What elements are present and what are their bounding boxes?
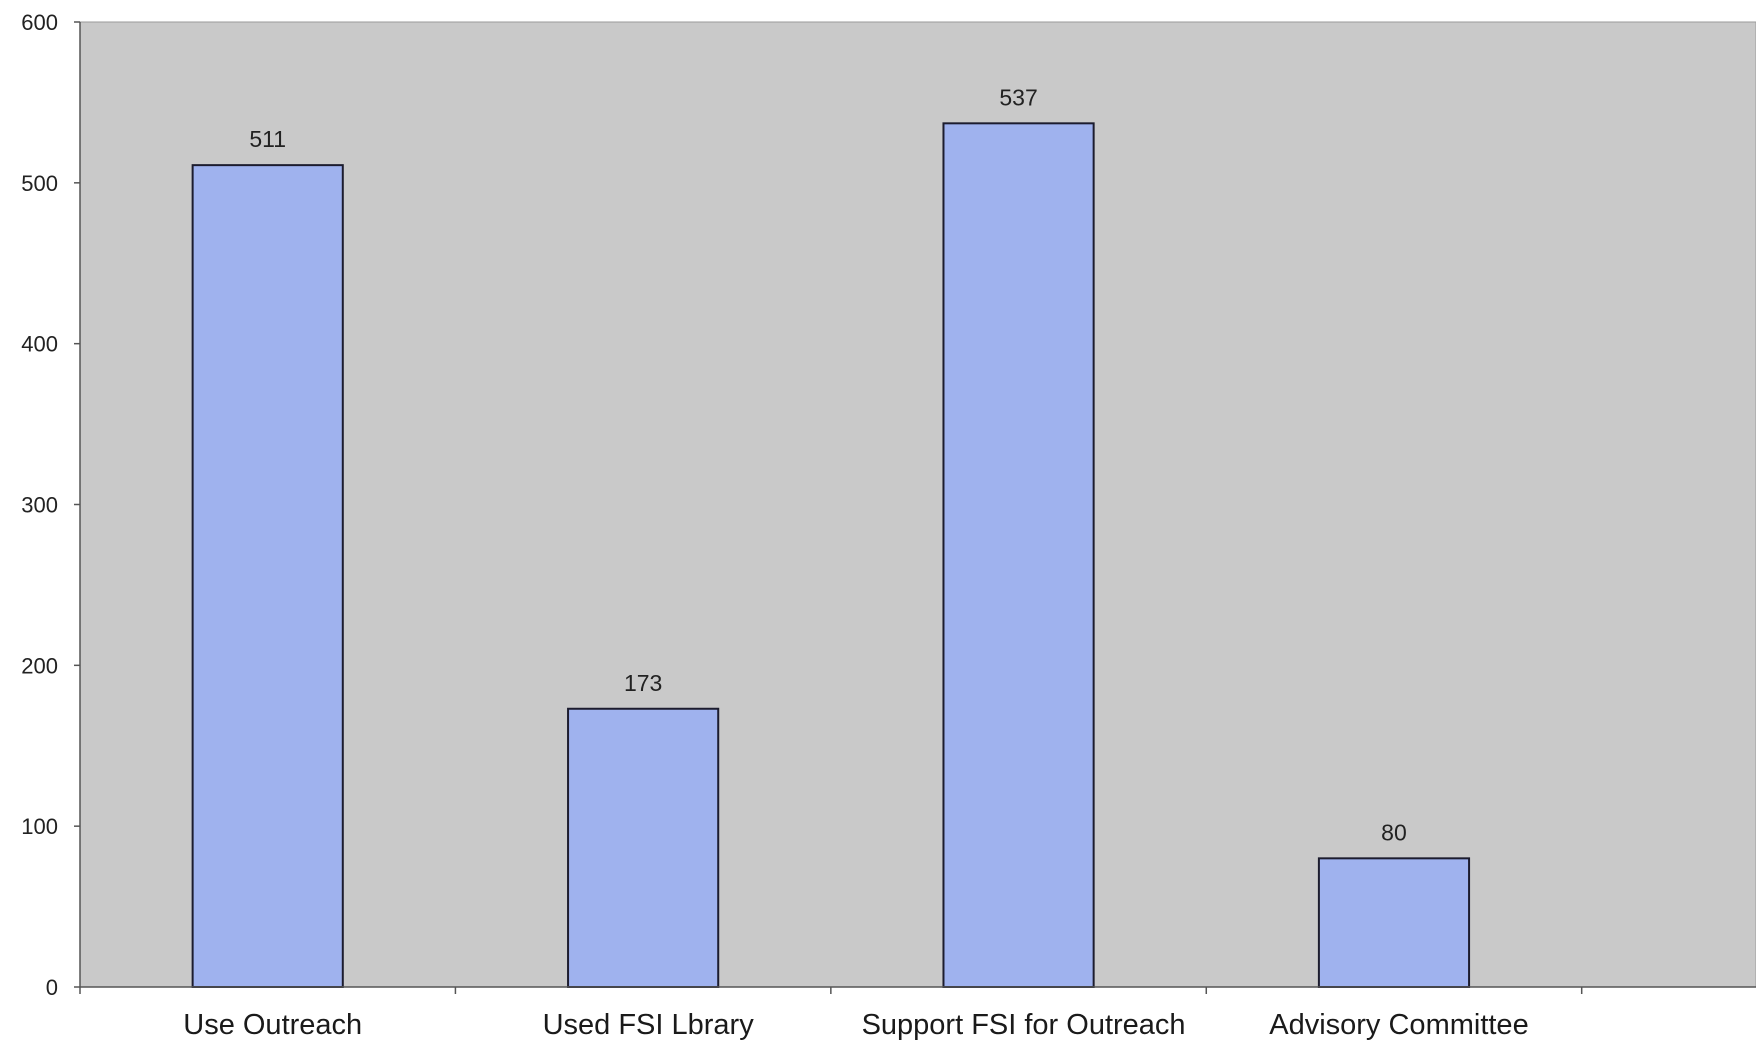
category-label: Support FSI for Outreach	[862, 1009, 1186, 1041]
bar	[567, 707, 720, 989]
y-tick-label: 300	[21, 493, 58, 518]
bar-value-label: 173	[624, 670, 662, 696]
data-labels-group: 511 173 537 80	[249, 84, 1406, 845]
category-label: Advisory Committee	[1269, 1009, 1528, 1041]
y-ticks-group	[74, 21, 80, 988]
category-labels-group: Use Outreach Used FSI Lbrary Support FSI f…	[183, 1009, 1528, 1041]
category-label: Use Outreach	[183, 1009, 362, 1041]
y-tick-label: 400	[21, 332, 58, 357]
x-ticks-group	[79, 987, 1583, 994]
category-label: Used FSI Lbrary	[543, 1009, 755, 1041]
y-tick-label: 0	[46, 975, 58, 1000]
bar	[1317, 857, 1471, 988]
bar-value-label: 537	[999, 84, 1037, 110]
y-tick-labels-group: 0 100 200 300 400 500 600	[21, 10, 58, 1000]
y-tick-label: 100	[21, 814, 58, 839]
bar-value-label: 80	[1381, 819, 1407, 845]
bar	[191, 164, 344, 988]
y-tick-label: 200	[21, 653, 58, 678]
bar	[942, 122, 1095, 988]
bars-group	[191, 122, 1471, 989]
y-tick-label: 600	[21, 10, 58, 35]
bar-value-label: 511	[249, 126, 286, 152]
plot-area	[79, 21, 1756, 988]
y-tick-label: 500	[21, 171, 58, 196]
